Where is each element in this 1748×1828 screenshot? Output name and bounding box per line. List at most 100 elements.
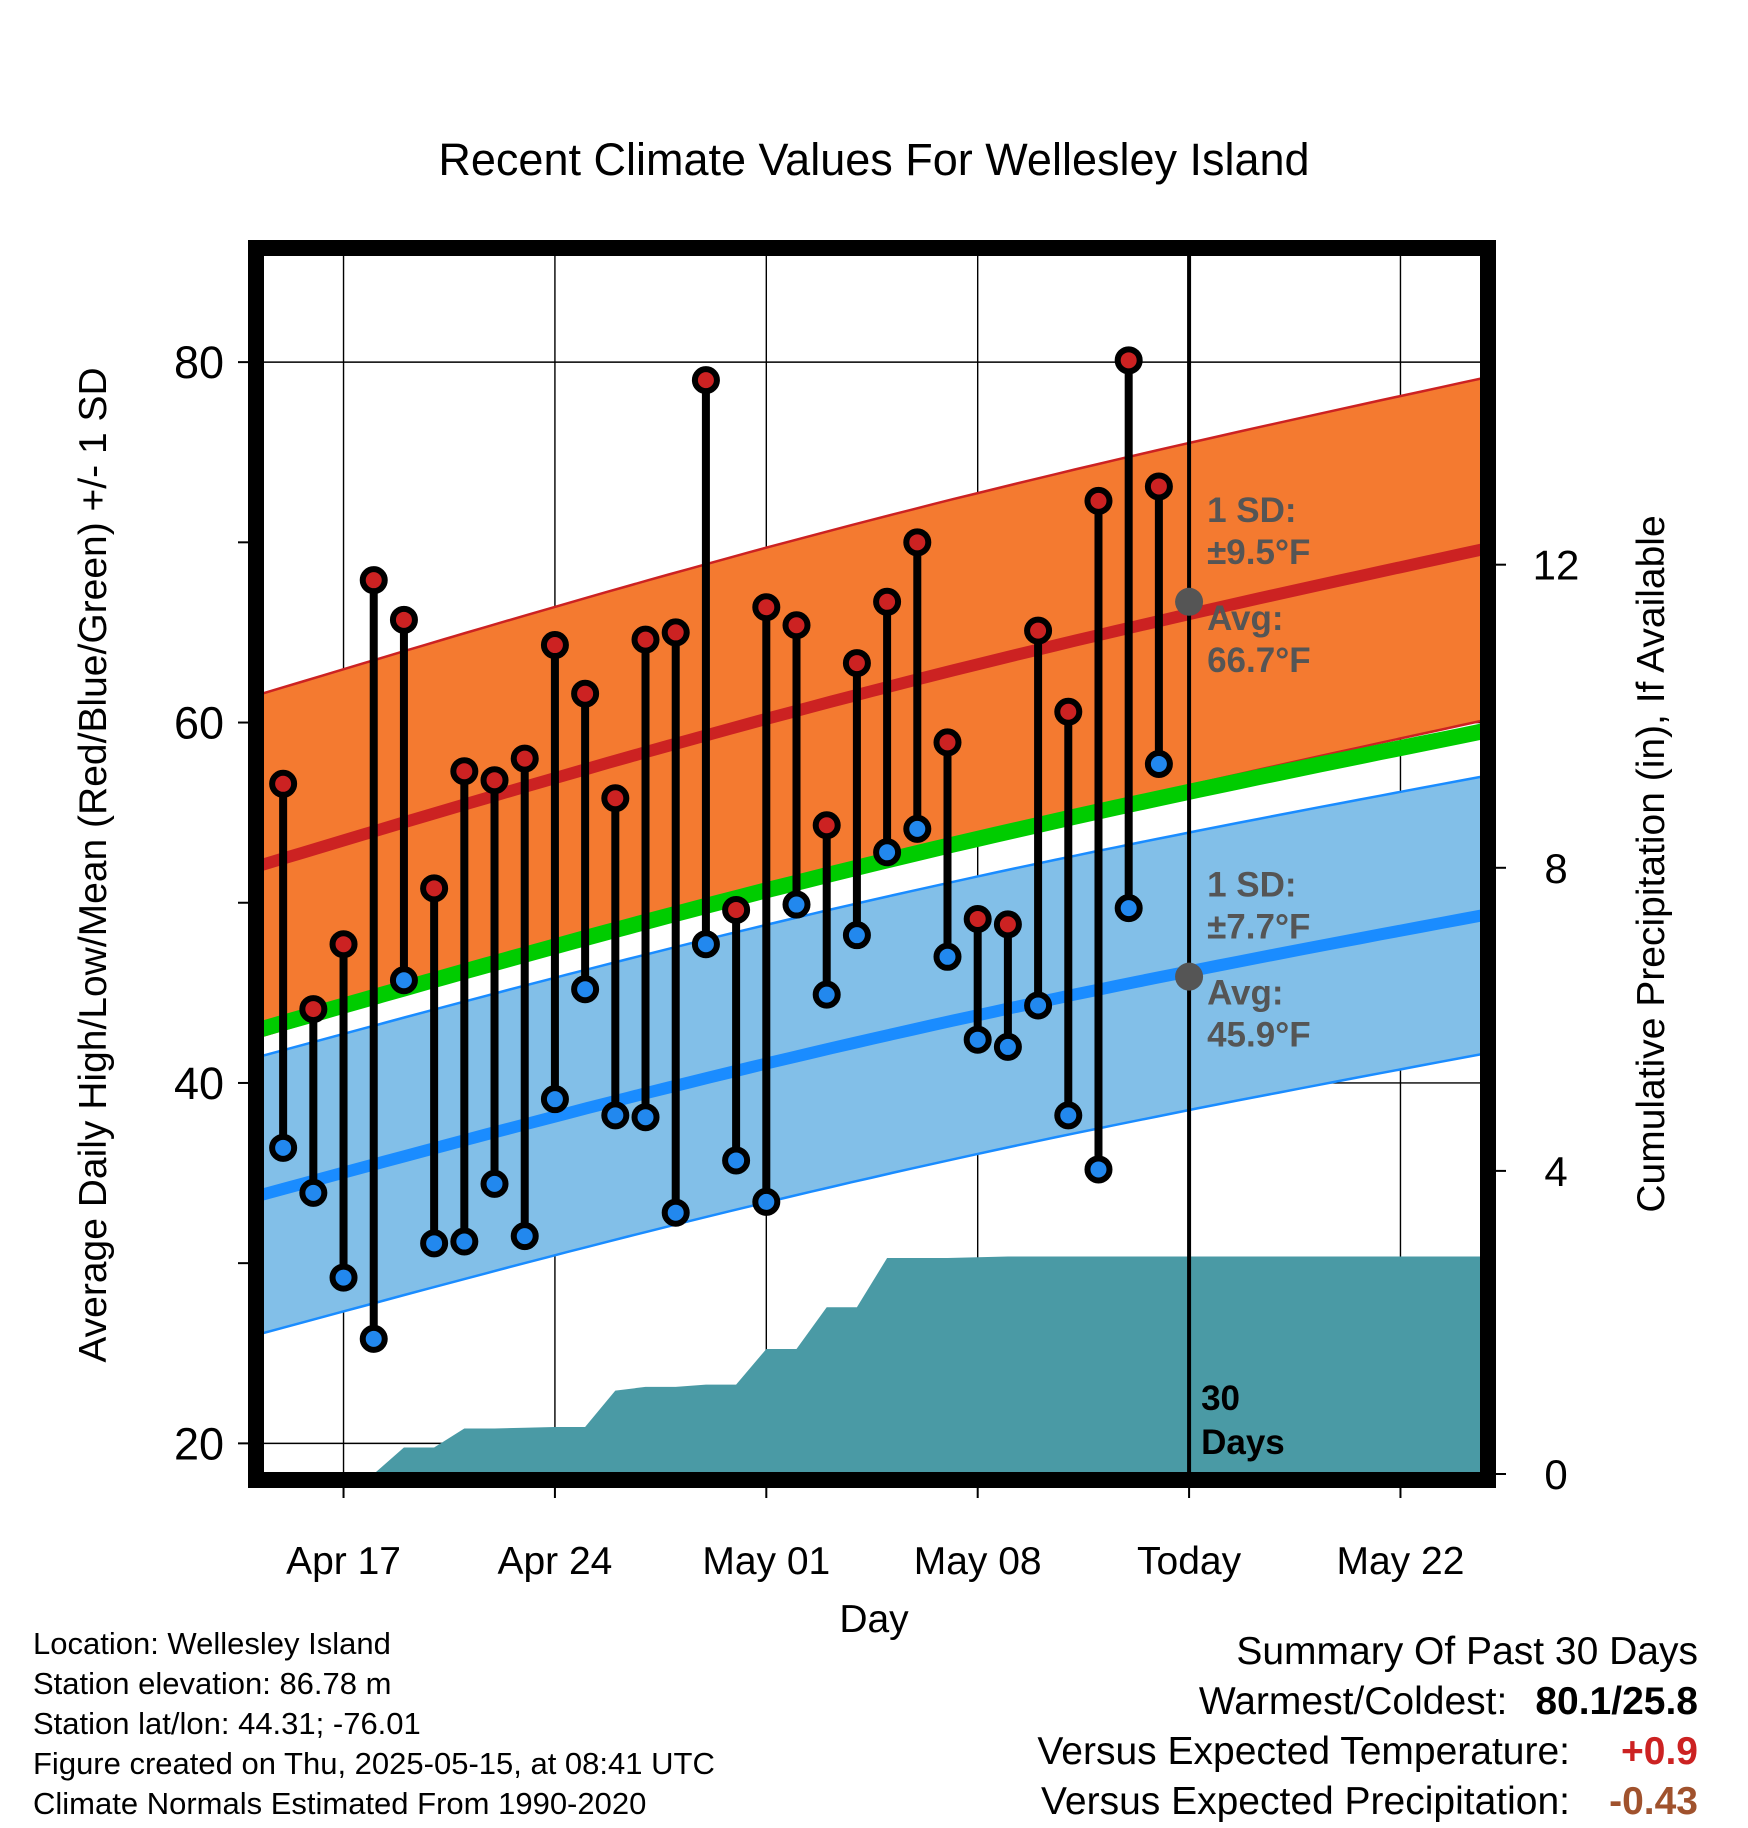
chart-title: Recent Climate Values For Wellesley Isla…	[438, 134, 1309, 185]
low-avg-value: 45.9°F	[1207, 1016, 1311, 1055]
axes: 20 40 60 80 0 4 8 12 Apr 17 Apr 24 May 01 May 08 Tod…	[174, 337, 1579, 1583]
high-sd-upper-edge	[262, 377, 1482, 695]
plot-border	[248, 240, 1496, 1488]
high-point	[1084, 486, 1113, 515]
high-point	[933, 728, 962, 757]
info-elevation: Station elevation: 86.78 m	[33, 1666, 392, 1701]
high-point	[601, 784, 630, 813]
low-avg-label: Avg:	[1207, 974, 1283, 1013]
summary-temp: Versus Expected Temperature: +0.9	[1037, 1730, 1698, 1774]
high-point	[299, 995, 328, 1024]
x-tick-label: May 22	[1337, 1540, 1465, 1583]
low-point	[601, 1101, 630, 1130]
low-point	[691, 930, 720, 959]
high-point	[631, 625, 660, 654]
low-point	[1084, 1155, 1113, 1184]
low-point	[722, 1146, 751, 1175]
high-avg-label: Avg:	[1207, 599, 1283, 638]
low-point	[510, 1222, 539, 1251]
y-tick-label: 60	[174, 698, 224, 749]
plot-frame	[248, 240, 1496, 1488]
high-point	[963, 904, 992, 933]
info-latlon: Station lat/lon: 44.31; -76.01	[33, 1706, 421, 1741]
low-sd-lower-edge	[262, 1052, 1482, 1335]
summary-temp-value: +0.9	[1621, 1730, 1698, 1773]
summary-warm-cold: Warmest/Coldest: 80.1/25.8	[1199, 1680, 1698, 1724]
y2-tick-label: 12	[1533, 542, 1580, 589]
low-point	[450, 1227, 479, 1256]
high-point	[812, 811, 841, 840]
high-avg-value: 66.7°F	[1207, 641, 1311, 680]
high-point	[903, 528, 932, 557]
normal-bands	[262, 377, 1482, 1335]
high-point	[993, 910, 1022, 939]
y2-axis-label: Cumulative Precipitation (in), If Availa…	[1630, 515, 1673, 1212]
high-point	[1054, 697, 1083, 726]
y-tick-label: 20	[174, 1418, 224, 1469]
high-point	[450, 757, 479, 786]
low-point	[782, 890, 811, 919]
high-avg-dot	[1175, 587, 1204, 616]
summary-warm-cold-value: 80.1/25.8	[1535, 1680, 1698, 1723]
info-location: Location: Wellesley Island	[33, 1626, 391, 1661]
today-marker	[1175, 254, 1204, 1474]
high-point	[571, 679, 600, 708]
high-point	[1024, 616, 1053, 645]
daily-range-bars	[269, 346, 1173, 1353]
high-point	[510, 744, 539, 773]
low-point	[1114, 894, 1143, 923]
low-point	[661, 1198, 690, 1227]
high-point	[420, 874, 449, 903]
info-created: Figure created on Thu, 2025-05-15, at 08…	[33, 1746, 715, 1781]
low-point	[963, 1025, 992, 1054]
days-word: Days	[1201, 1423, 1285, 1462]
low-point	[299, 1178, 328, 1207]
summary-precip: Versus Expected Precipitation: -0.43	[1041, 1780, 1698, 1824]
x-tick-label: May 01	[702, 1540, 830, 1583]
high-point	[722, 895, 751, 924]
high-point	[782, 611, 811, 640]
high-sd-label: 1 SD:	[1207, 491, 1296, 530]
y2-tick-label: 8	[1544, 845, 1567, 892]
high-sd-value: ±9.5°F	[1207, 533, 1310, 572]
high-point	[842, 649, 871, 678]
low-point	[1144, 749, 1173, 778]
low-point	[389, 966, 418, 995]
info-normals: Climate Normals Estimated From 1990-2020	[33, 1786, 647, 1821]
high-point	[661, 618, 690, 647]
x-tick-label: Apr 17	[286, 1540, 401, 1583]
low-point	[1024, 991, 1053, 1020]
low-sd-band	[262, 776, 1482, 1334]
low-point	[359, 1324, 388, 1353]
low-point	[571, 975, 600, 1004]
precipitation-fill	[373, 1256, 1482, 1474]
days-number: 30	[1201, 1379, 1240, 1418]
low-point	[329, 1263, 358, 1292]
high-point	[873, 587, 902, 616]
summary-precip-label: Versus Expected Precipitation:	[1041, 1780, 1570, 1823]
low-point	[842, 921, 871, 950]
high-point	[269, 769, 298, 798]
low-sd-value: ±7.7°F	[1207, 908, 1310, 947]
low-point	[631, 1103, 660, 1132]
low-sd-label: 1 SD:	[1207, 866, 1296, 905]
precipitation-area	[373, 1256, 1482, 1474]
high-point	[1114, 346, 1143, 375]
high-point	[691, 366, 720, 395]
low-point	[420, 1229, 449, 1258]
high-point	[329, 930, 358, 959]
low-point	[540, 1085, 569, 1114]
low-point	[993, 1032, 1022, 1061]
x-tick-label: Today	[1137, 1540, 1242, 1583]
x-tick-label: Apr 24	[497, 1540, 612, 1583]
summary-title: Summary Of Past 30 Days	[1236, 1630, 1698, 1673]
summary-temp-label: Versus Expected Temperature:	[1037, 1730, 1570, 1773]
high-point	[1144, 472, 1173, 501]
high-point	[389, 605, 418, 634]
low-point	[1054, 1101, 1083, 1130]
summary-warm-cold-label: Warmest/Coldest:	[1198, 1680, 1508, 1723]
y-tick-label: 40	[174, 1058, 224, 1109]
x-tick-label: May 08	[914, 1540, 1042, 1583]
y-tick-label: 80	[174, 337, 224, 388]
low-point	[873, 838, 902, 867]
